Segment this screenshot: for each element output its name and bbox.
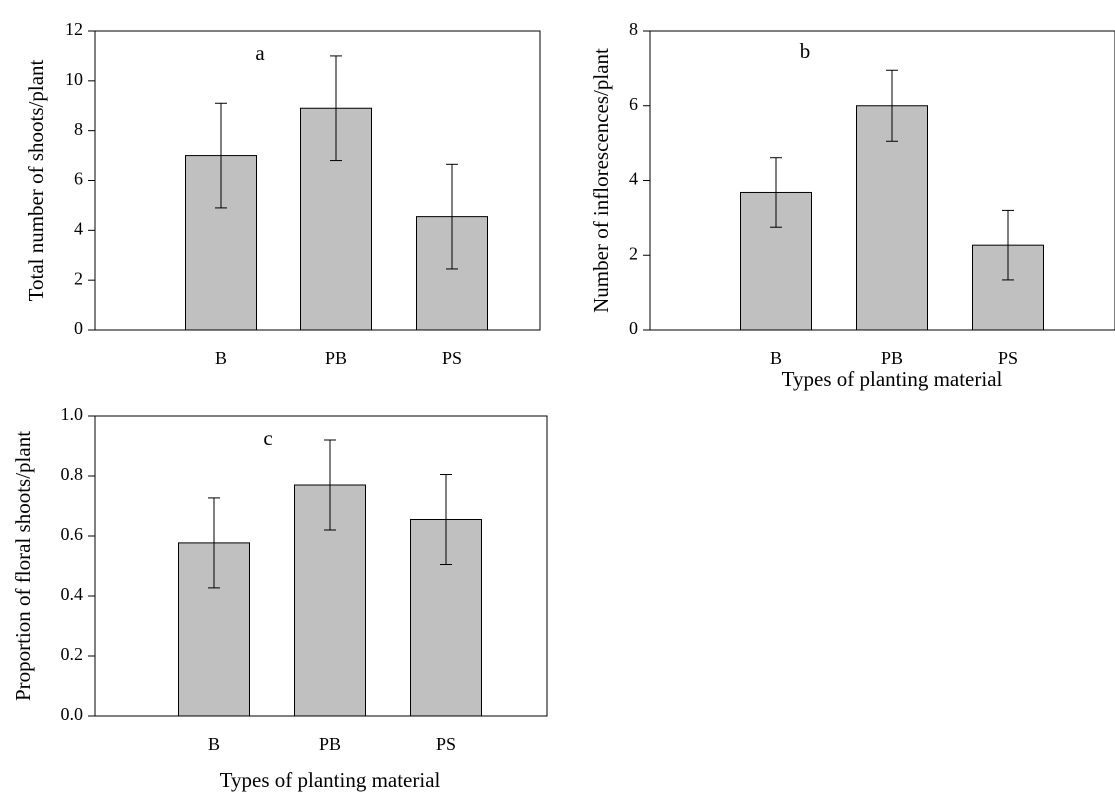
x-axis-label: Types of planting material: [782, 367, 1003, 391]
error-bar: [208, 497, 220, 589]
y-tick-label: 6: [74, 169, 83, 189]
y-axis-label: Number of inflorescences/plant: [589, 48, 613, 313]
y-tick-label: 8: [629, 19, 638, 39]
error-bar: [1002, 209, 1014, 281]
x-tick-label: B: [208, 734, 220, 754]
error-bar: [215, 102, 227, 209]
plot-frame: [649, 30, 1115, 331]
y-tick-label: 1.0: [61, 404, 84, 424]
y-axis-label: Total number of shoots/plant: [24, 59, 48, 301]
error-bar: [446, 163, 458, 270]
y-tick-label: 0: [74, 318, 83, 338]
x-tick-label: PS: [442, 348, 462, 368]
chart-panel: 0 2 4 6 8 10 12 B PB PS a Total number of shoots/pl…: [24, 19, 541, 368]
y-tick-label: 4: [74, 218, 83, 238]
y-tick-label: 0.8: [61, 464, 84, 484]
y-tick-label: 0.2: [61, 644, 84, 664]
chart-panel: 0.0 0.2 0.4 0.6 0.8 1.0 B PB PS c Proportion of fl…: [11, 404, 548, 792]
y-axis-label: Proportion of floral shoots/plant: [11, 431, 35, 701]
x-tick-label: PB: [325, 348, 347, 368]
x-tick-label: PB: [881, 348, 903, 368]
y-tick-label: 0.6: [61, 524, 84, 544]
error-bar: [886, 69, 898, 142]
panel-annotation: c: [263, 426, 272, 450]
chart-panel: 0 2 4 6 8 B PB PS b Number of inflorescences/plan…: [589, 19, 1115, 391]
error-bar: [330, 55, 342, 162]
y-tick-label: 10: [65, 69, 83, 89]
y-tick-label: 8: [74, 119, 83, 139]
panel-annotation: b: [800, 39, 811, 63]
panel-annotation: a: [255, 41, 265, 65]
x-tick-label: PS: [998, 348, 1018, 368]
y-tick-label: 2: [629, 243, 638, 263]
x-tick-label: B: [770, 348, 782, 368]
x-axis-label: Types of planting material: [220, 768, 441, 792]
y-tick-label: 0: [629, 318, 638, 338]
y-tick-label: 4: [629, 169, 638, 189]
y-tick-label: 2: [74, 268, 83, 288]
x-tick-label: B: [215, 348, 227, 368]
y-tick-label: 0.4: [61, 584, 84, 604]
plot-frame: [94, 30, 541, 331]
error-bar: [440, 474, 452, 565]
y-tick-label: 6: [629, 94, 638, 114]
x-tick-label: PS: [436, 734, 456, 754]
x-tick-label: PB: [319, 734, 341, 754]
plot-frame: [94, 415, 548, 717]
error-bar: [324, 439, 336, 531]
error-bar: [770, 157, 782, 228]
y-tick-label: 12: [65, 19, 83, 39]
y-tick-label: 0.0: [61, 704, 84, 724]
